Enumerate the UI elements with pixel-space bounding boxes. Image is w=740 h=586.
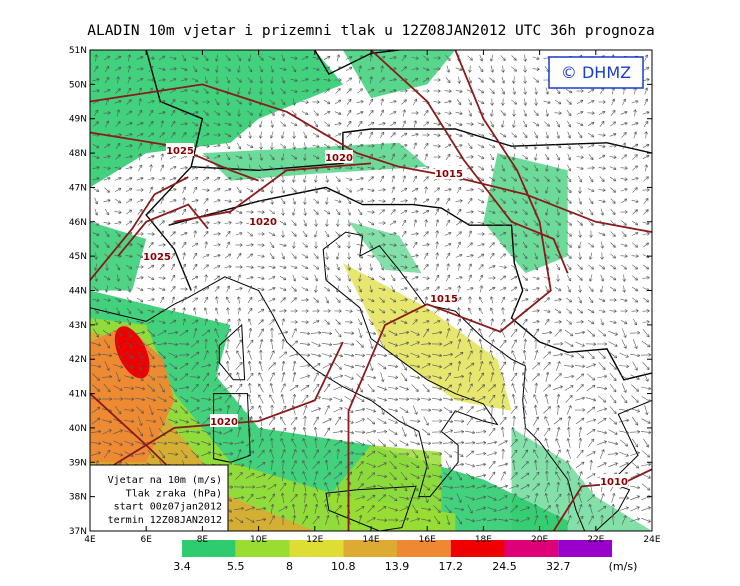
- isobar-label: 1020: [249, 217, 277, 228]
- colorbar-swatch: [343, 540, 397, 557]
- legend-box: Vjetar na 10m (m/s) Tlak zraka (hPa) start…: [89, 464, 229, 532]
- lat-label: 37N: [69, 527, 87, 537]
- colorbar-label: 24.5: [492, 560, 517, 573]
- speed-area: [90, 50, 343, 188]
- lat-label: 51N: [69, 46, 87, 56]
- lon-label: 12E: [306, 535, 323, 545]
- colorbar-swatch: [182, 540, 236, 557]
- lon-label: 6E: [140, 535, 152, 545]
- speed-area: [348, 221, 422, 274]
- legend-line: Vjetar na 10m (m/s): [108, 475, 222, 486]
- logo: © DHMZ: [561, 63, 631, 82]
- colorbar-label: 10.8: [331, 560, 356, 573]
- speed-area: [483, 153, 568, 274]
- isobar-label: 1025: [143, 252, 171, 263]
- coastline: [90, 231, 586, 531]
- lat-label: 47N: [69, 183, 87, 193]
- map-title: ALADIN 10m vjetar i prizemni tlak u 12Z0…: [87, 23, 654, 39]
- lat-label: 39N: [69, 458, 87, 468]
- lat-label: 40N: [69, 424, 87, 434]
- speed-area: [342, 50, 456, 99]
- isobar: [90, 83, 652, 233]
- isobar-label-box: [430, 291, 458, 304]
- lat-label: 49N: [69, 115, 87, 125]
- isobar-label: 1015: [435, 169, 463, 180]
- colorbar-label: 8: [286, 560, 293, 573]
- colorbar-label: 32.7: [546, 560, 571, 573]
- lat-label: 38N: [69, 493, 87, 503]
- legend-line: start 00z07jan2012: [114, 502, 222, 513]
- isobar-label: 1020: [325, 153, 353, 164]
- lon-label: 16E: [419, 535, 436, 545]
- isobar-label: 1015: [430, 294, 458, 305]
- colorbar-swatch: [558, 540, 612, 557]
- isobar: [347, 50, 552, 531]
- speed-area: [90, 324, 175, 463]
- lat-label: 46N: [69, 218, 87, 228]
- lon-label: 18E: [475, 535, 492, 545]
- isobar-label: 1010: [600, 477, 628, 488]
- lon-label: 4E: [84, 535, 96, 545]
- logo-box: [548, 56, 644, 89]
- lat-label: 48N: [69, 149, 87, 159]
- colorbar-label: 17.2: [439, 560, 464, 573]
- lat-label: 42N: [69, 355, 87, 365]
- isobar-label-box: [210, 414, 238, 427]
- isobar-label-box: [600, 474, 628, 487]
- isobar-label: 1025: [166, 146, 194, 157]
- colorbar-swatch: [450, 540, 505, 557]
- isobar-label: 1020: [210, 417, 238, 428]
- legend-frame: [89, 464, 229, 532]
- lat-label: 44N: [69, 287, 87, 297]
- speed-area: [511, 427, 652, 531]
- isobar-label-box: [249, 214, 277, 227]
- speed-core: [114, 326, 150, 379]
- lon-label: 20E: [531, 535, 548, 545]
- colorbar-swatch: [289, 540, 344, 557]
- isobar: [90, 176, 189, 281]
- lon-label: 24E: [643, 535, 660, 545]
- coastline: [168, 186, 541, 343]
- coastline: [191, 128, 608, 172]
- coastline: [314, 50, 400, 76]
- coastline: [539, 341, 652, 381]
- colorbar-swatch: [504, 540, 559, 557]
- lon-label: 22E: [587, 535, 604, 545]
- lat-label: 45N: [69, 252, 87, 262]
- colorbar-swatch: [235, 540, 290, 557]
- lon-label: 14E: [362, 535, 379, 545]
- colorbar-label: 13.9: [385, 560, 410, 573]
- lon-label: 10E: [250, 535, 267, 545]
- colorbar: 3.4 5.5 8 10.8 13.9 17.2 24.5 32.7 (m/s): [173, 540, 637, 573]
- colorbar-swatch: [397, 540, 451, 557]
- colorbar-label: 3.4: [173, 560, 191, 573]
- lat-label: 50N: [69, 80, 87, 90]
- legend-line: Tlak zraka (hPa): [126, 488, 222, 499]
- isobar-label-box: [435, 166, 463, 179]
- isobar: [117, 203, 209, 257]
- isobar: [370, 50, 569, 274]
- lat-label: 43N: [69, 321, 87, 331]
- isobars: 1025 1020 1015 1020 1025 1015 1020 1010: [90, 50, 652, 531]
- isobar: [174, 162, 372, 223]
- colorbar-label: 5.5: [227, 560, 245, 573]
- colorbar-unit: (m/s): [609, 560, 638, 573]
- isobar: [90, 131, 259, 182]
- isobar-label-box: [143, 249, 171, 262]
- lon-label: 8E: [197, 535, 209, 545]
- lat-label: 41N: [69, 390, 87, 400]
- legend-line: termin 12Z08JAN2012: [108, 515, 222, 526]
- isobar-label-box: [325, 150, 353, 163]
- speed-area: [202, 142, 428, 181]
- axes: 51N 50N 49N 48N 47N 46N 45N 44N 43N 42N 41N 40N 39N 3…: [69, 46, 661, 545]
- isobar-label-box: [166, 143, 194, 156]
